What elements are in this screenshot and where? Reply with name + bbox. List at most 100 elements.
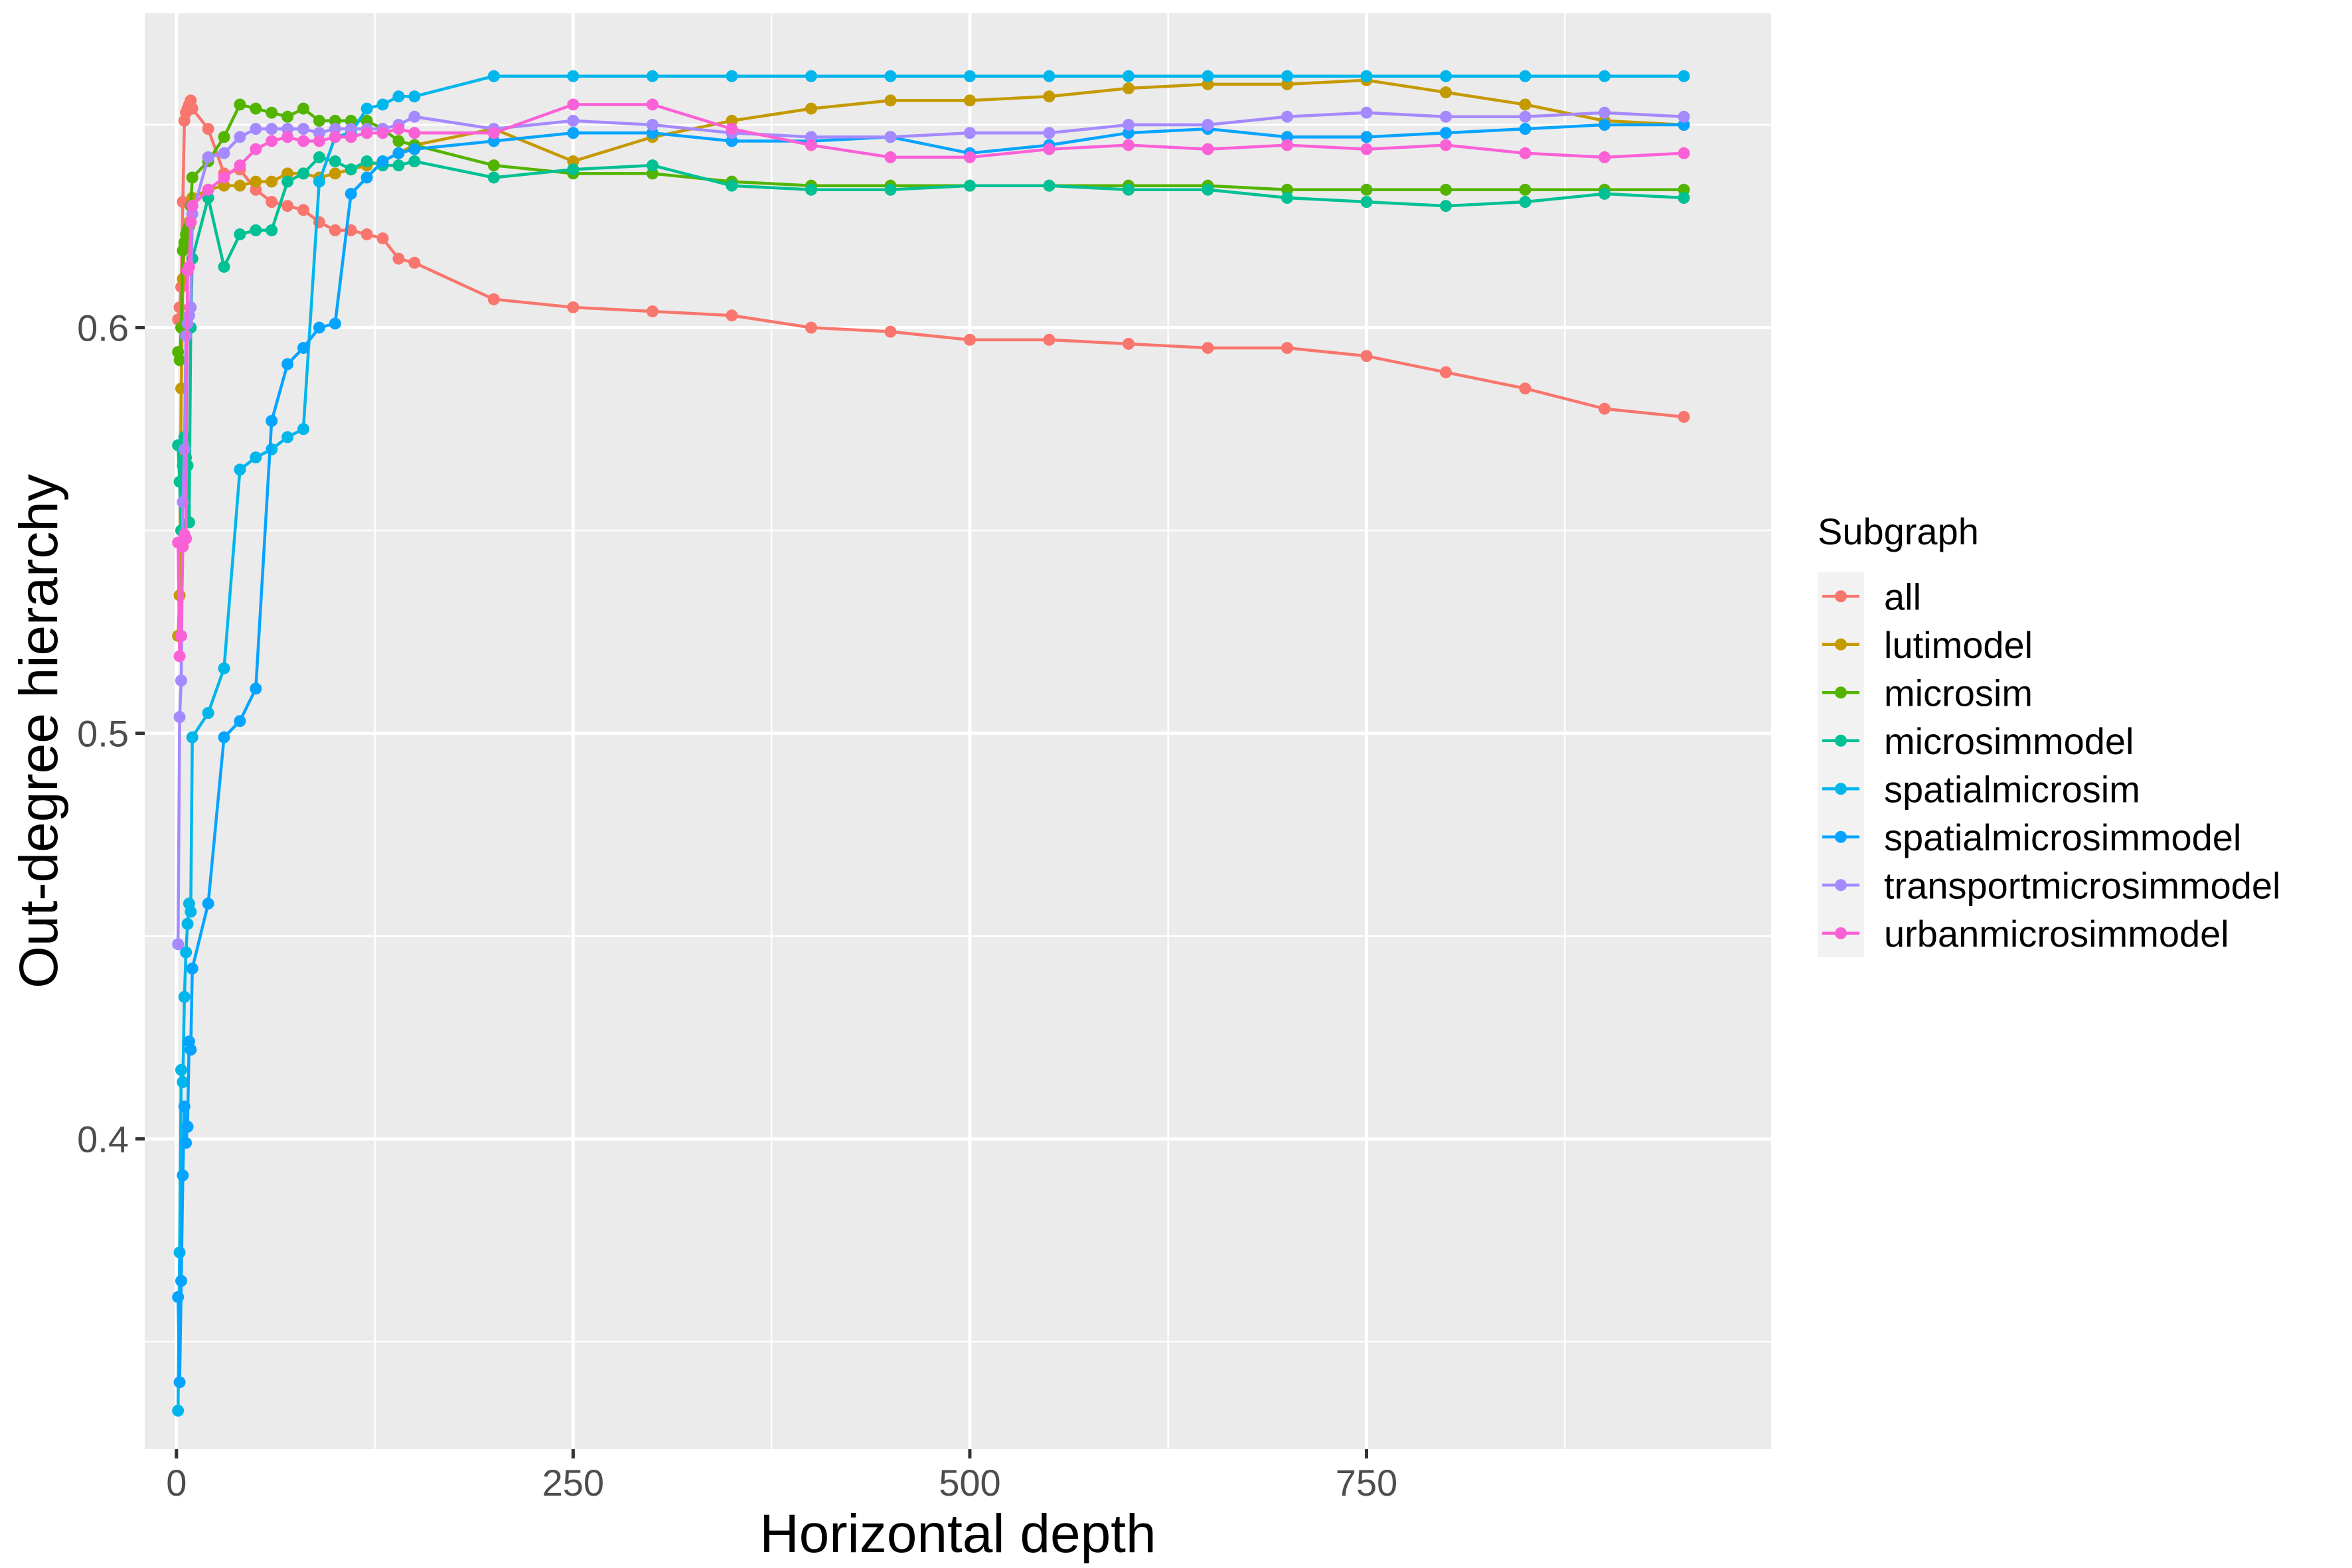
data-point-microsim bbox=[392, 135, 405, 147]
data-point-urbanmicrosimmodel bbox=[202, 183, 214, 196]
x-tick-label: 750 bbox=[1336, 1462, 1397, 1504]
data-point-transportmicrosimmodel bbox=[250, 123, 262, 135]
data-point-all bbox=[726, 309, 738, 322]
data-point-all bbox=[329, 224, 341, 236]
x-tick-label: 0 bbox=[166, 1462, 187, 1504]
data-point-urbanmicrosimmodel bbox=[345, 131, 357, 143]
legend-item-urbanmicrosimmodel: urbanmicrosimmodel bbox=[1818, 909, 2229, 957]
legend-item-spatialmicrosimmodel: spatialmicrosimmodel bbox=[1818, 813, 2241, 861]
data-point-spatialmicrosim bbox=[177, 1076, 189, 1089]
data-point-spatialmicrosim bbox=[313, 175, 325, 188]
data-point-spatialmicrosim bbox=[1281, 70, 1293, 82]
data-point-microsim bbox=[1360, 183, 1373, 196]
data-point-all bbox=[376, 232, 389, 245]
data-point-microsim bbox=[1440, 183, 1452, 196]
data-point-microsimmodel bbox=[360, 155, 373, 168]
data-point-urbanmicrosimmodel bbox=[250, 143, 262, 155]
legend-key-point bbox=[1835, 830, 1847, 843]
data-point-microsimmodel bbox=[1678, 192, 1690, 204]
data-point-urbanmicrosimmodel bbox=[805, 139, 817, 151]
data-point-microsimmodel bbox=[1519, 196, 1531, 208]
data-point-spatialmicrosim bbox=[202, 707, 214, 720]
data-point-urbanmicrosimmodel bbox=[1678, 147, 1690, 159]
data-point-microsim bbox=[266, 106, 278, 119]
data-point-urbanmicrosimmodel bbox=[234, 159, 246, 172]
data-point-all bbox=[1043, 333, 1056, 346]
data-point-spatialmicrosimmodel bbox=[181, 1121, 194, 1133]
data-point-lutimodel bbox=[250, 175, 262, 188]
data-point-urbanmicrosimmodel bbox=[175, 629, 187, 642]
data-point-urbanmicrosimmodel bbox=[963, 151, 976, 163]
data-point-spatialmicrosimmodel bbox=[281, 358, 294, 370]
data-point-all bbox=[1440, 366, 1452, 378]
legend-key-point bbox=[1835, 734, 1847, 747]
data-point-all bbox=[297, 204, 310, 216]
data-point-urbanmicrosimmodel bbox=[1360, 143, 1373, 155]
data-point-all bbox=[963, 333, 976, 346]
data-point-lutimodel bbox=[1440, 86, 1452, 99]
data-point-microsimmodel bbox=[963, 179, 976, 192]
legend-items: all lutimodel microsim microsimmodel spatial… bbox=[1818, 572, 2281, 957]
data-point-spatialmicrosim bbox=[805, 70, 817, 82]
major-gridlines bbox=[145, 13, 1771, 1449]
legend-label: all bbox=[1884, 576, 1921, 617]
data-point-microsimmodel bbox=[250, 224, 262, 236]
data-point-urbanmicrosimmodel bbox=[180, 532, 193, 545]
data-point-microsimmodel bbox=[726, 179, 738, 192]
data-point-urbanmicrosimmodel bbox=[266, 135, 278, 147]
x-tick-label: 250 bbox=[542, 1462, 604, 1504]
data-point-all bbox=[805, 321, 817, 334]
data-point-microsimmodel bbox=[345, 163, 357, 176]
legend-item-microsimmodel: microsimmodel bbox=[1818, 716, 2134, 765]
data-point-transportmicrosimmodel bbox=[266, 123, 278, 135]
data-point-urbanmicrosimmodel bbox=[1440, 139, 1452, 151]
data-point-microsim bbox=[250, 102, 262, 115]
data-point-transportmicrosimmodel bbox=[646, 119, 659, 131]
data-point-spatialmicrosimmodel bbox=[360, 171, 373, 184]
legend-label: lutimodel bbox=[1884, 624, 2033, 666]
data-point-spatialmicrosim bbox=[234, 463, 246, 476]
data-point-spatialmicrosimmodel bbox=[345, 187, 357, 200]
data-point-urbanmicrosimmodel bbox=[1122, 139, 1135, 151]
data-point-spatialmicrosimmodel bbox=[186, 962, 198, 975]
data-point-spatialmicrosimmodel bbox=[392, 147, 405, 159]
data-point-spatialmicrosimmodel bbox=[177, 1169, 189, 1182]
data-point-spatialmicrosim bbox=[173, 1246, 186, 1259]
data-point-transportmicrosimmodel bbox=[218, 147, 230, 159]
data-point-urbanmicrosimmodel bbox=[646, 98, 659, 111]
data-point-spatialmicrosimmodel bbox=[329, 317, 341, 330]
data-point-microsimmodel bbox=[408, 155, 421, 168]
data-point-transportmicrosimmodel bbox=[202, 151, 214, 163]
legend-label: spatialmicrosim bbox=[1884, 768, 2140, 810]
data-point-urbanmicrosimmodel bbox=[297, 135, 310, 147]
data-point-urbanmicrosimmodel bbox=[1281, 139, 1293, 151]
data-point-transportmicrosimmodel bbox=[408, 110, 421, 123]
data-point-microsimmodel bbox=[1122, 183, 1135, 196]
data-point-transportmicrosimmodel bbox=[1599, 106, 1611, 119]
data-point-lutimodel bbox=[963, 94, 976, 107]
data-point-microsimmodel bbox=[884, 183, 897, 196]
data-point-spatialmicrosimmodel bbox=[250, 682, 262, 695]
data-point-spatialmicrosim bbox=[646, 70, 659, 82]
data-point-spatialmicrosimmodel bbox=[1440, 127, 1452, 139]
data-point-spatialmicrosimmodel bbox=[297, 342, 310, 354]
data-point-spatialmicrosim bbox=[250, 451, 262, 464]
data-point-microsimmodel bbox=[646, 159, 659, 172]
legend: Subgraph all lutimodel microsim microsimmod… bbox=[1818, 510, 2281, 957]
data-point-spatialmicrosim bbox=[1519, 70, 1531, 82]
data-point-urbanmicrosimmodel bbox=[186, 200, 198, 212]
legend-key-point bbox=[1835, 638, 1847, 651]
legend-label: microsimmodel bbox=[1884, 720, 2134, 762]
legend-key-point bbox=[1835, 927, 1847, 939]
data-point-spatialmicrosim bbox=[218, 662, 230, 674]
data-point-all bbox=[1122, 337, 1135, 350]
data-point-spatialmicrosim bbox=[180, 946, 193, 959]
legend-item-microsim: microsim bbox=[1818, 668, 2033, 717]
data-point-spatialmicrosimmodel bbox=[234, 715, 246, 728]
data-point-microsimmodel bbox=[329, 155, 341, 168]
x-axis-label: Horizontal depth bbox=[759, 1504, 1156, 1564]
series-urbanmicrosimmodel bbox=[172, 98, 1690, 663]
data-point-microsimmodel bbox=[1202, 183, 1214, 196]
data-point-spatialmicrosim bbox=[376, 98, 389, 111]
data-point-all bbox=[408, 256, 421, 269]
